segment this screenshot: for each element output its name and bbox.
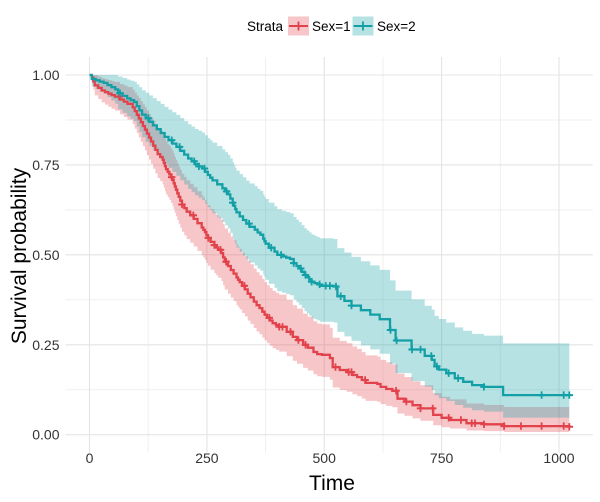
svg-text:1000: 1000 bbox=[543, 450, 574, 466]
svg-text:Strata: Strata bbox=[247, 19, 284, 34]
svg-text:Survival probability: Survival probability bbox=[8, 167, 31, 344]
svg-text:1.00: 1.00 bbox=[32, 67, 59, 83]
svg-text:0: 0 bbox=[86, 450, 94, 466]
svg-text:Time: Time bbox=[309, 472, 355, 495]
svg-text:0.75: 0.75 bbox=[32, 157, 59, 173]
svg-text:0.50: 0.50 bbox=[32, 247, 59, 263]
svg-text:0.25: 0.25 bbox=[32, 337, 59, 353]
svg-text:0.00: 0.00 bbox=[32, 427, 59, 443]
svg-text:750: 750 bbox=[430, 450, 454, 466]
svg-text:250: 250 bbox=[195, 450, 219, 466]
svg-text:500: 500 bbox=[313, 450, 337, 466]
svg-text:Sex=2: Sex=2 bbox=[377, 19, 416, 34]
svg-text:Sex=1: Sex=1 bbox=[312, 19, 351, 34]
